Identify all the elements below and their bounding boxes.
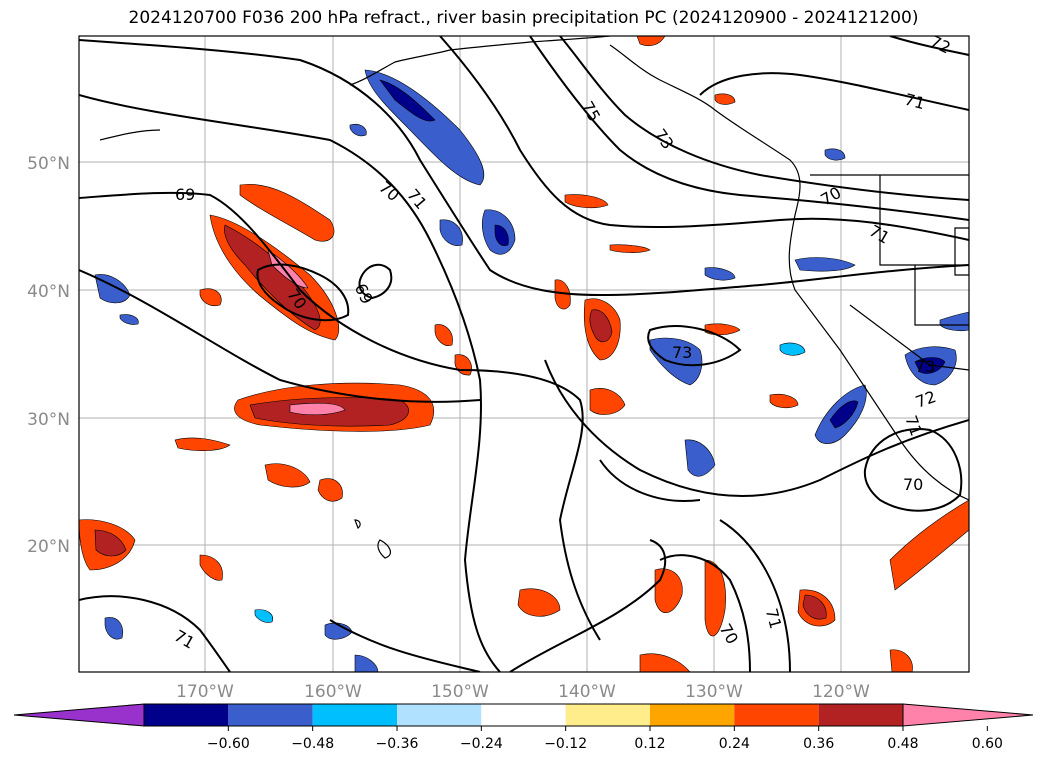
svg-text:70: 70 — [903, 475, 923, 494]
lon-label-170w: 170°W — [176, 682, 234, 702]
colorbar-tick-label: −0.60 — [207, 736, 250, 752]
chart-title: 2024120700 F036 200 hPa refract., river … — [128, 8, 919, 28]
colorbar-tick-label: 0.36 — [803, 736, 834, 752]
colorbar-swatch — [481, 704, 566, 726]
colorbar-tick-label: 0.48 — [887, 736, 918, 752]
map-area — [79, 36, 969, 672]
colorbar-swatch — [397, 704, 482, 726]
lon-label-160w: 160°W — [304, 682, 362, 702]
svg-text:69: 69 — [175, 185, 195, 204]
colorbar-swatch — [650, 704, 735, 726]
colorbar-swatch — [818, 704, 903, 726]
colorbar-tick-label: −0.24 — [460, 736, 503, 752]
colorbar-swatch — [565, 704, 650, 726]
svg-text:71: 71 — [762, 606, 786, 631]
svg-text:73: 73 — [915, 357, 935, 376]
colorbar-tick-label: 0.24 — [719, 736, 750, 752]
svg-text:73: 73 — [672, 343, 692, 362]
positive-anomaly-patches — [79, 36, 969, 672]
latitude-labels: 50°N 40°N 30°N 20°N — [27, 154, 70, 557]
colorbar-swatch — [312, 704, 397, 726]
lon-label-150w: 150°W — [431, 682, 489, 702]
colorbar-tick-label: −0.12 — [544, 736, 587, 752]
colorbar-tick-label: −0.36 — [376, 736, 419, 752]
lon-label-120w: 120°W — [812, 682, 870, 702]
lat-label-30n: 30°N — [27, 410, 70, 430]
colorbar-swatch — [228, 704, 313, 726]
coastlines — [99, 36, 969, 559]
lat-label-40n: 40°N — [27, 282, 70, 302]
colorbar-swatch — [734, 704, 819, 726]
colorbar-tick-label: −0.48 — [291, 736, 334, 752]
colorbar-extend-low — [13, 703, 145, 727]
colorbar-tick-label: 0.60 — [972, 736, 1003, 752]
lon-label-140w: 140°W — [558, 682, 616, 702]
svg-text:71: 71 — [902, 90, 927, 114]
negative-anomaly-patches — [94, 69, 969, 672]
colorbar-swatch — [144, 704, 229, 726]
colorbar-extend-high — [902, 703, 1034, 727]
lat-label-50n: 50°N — [27, 154, 70, 174]
lat-label-20n: 20°N — [27, 537, 70, 557]
colorbar: −0.60 −0.48 −0.36 −0.24 −0.12 0.12 0.24 0.36 0.4… — [13, 703, 1034, 752]
colorbar-tick-label: 0.12 — [634, 736, 665, 752]
map-frame — [78, 35, 970, 673]
colorbar-border — [143, 703, 904, 727]
longitude-labels: 170°W 160°W 150°W 140°W 130°W 120°W — [176, 682, 870, 702]
lon-label-130w: 130°W — [685, 682, 743, 702]
refractivity-contours — [79, 36, 969, 672]
